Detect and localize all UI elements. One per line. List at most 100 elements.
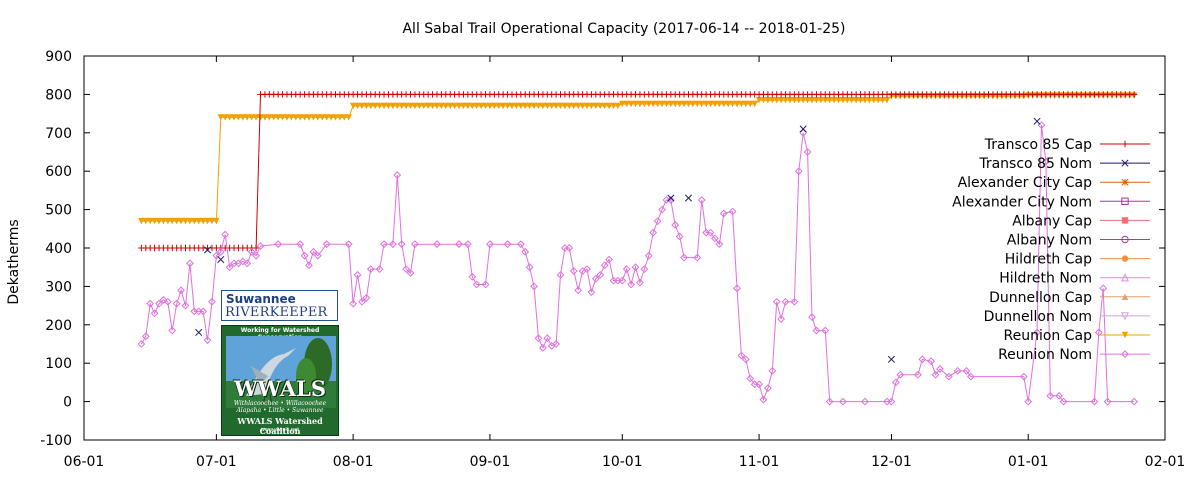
data-point (521, 247, 530, 256)
data-point (574, 286, 583, 295)
data-point (719, 209, 728, 218)
legend-marker (1121, 255, 1129, 262)
data-point (305, 114, 313, 121)
data-point (671, 221, 680, 229)
data-point (944, 372, 953, 381)
x-tick-label: 01-01 (1008, 454, 1049, 470)
data-point (221, 114, 229, 121)
y-tick-label: 700 (45, 126, 72, 142)
data-point (825, 397, 834, 406)
data-point (301, 114, 308, 121)
x-tick-label: 08-01 (333, 454, 374, 470)
data-point (791, 96, 798, 104)
data-point (760, 96, 767, 104)
y-tick-label: 0 (63, 395, 72, 411)
data-point (513, 102, 520, 110)
legend-marker (1121, 197, 1129, 206)
data-point (1099, 284, 1108, 293)
wwals-wordmark: WWALS (233, 376, 327, 401)
legend-label: Hildreth Cap (1005, 252, 1092, 268)
y-tick-label: 900 (45, 49, 72, 65)
legend-marker (1121, 159, 1129, 167)
series-line (141, 95, 1135, 222)
data-point (226, 114, 233, 121)
data-point (305, 261, 313, 270)
data-point (561, 102, 569, 110)
data-point (279, 114, 286, 121)
data-point (300, 251, 309, 260)
data-point (146, 217, 154, 225)
data-point (592, 102, 600, 110)
data-point (495, 102, 502, 110)
plot-area: -100 0 100 200 300 400 500 600 700 800 900 06-01 07-… (40, 49, 1185, 470)
legend-label: Transco 85 Nom (978, 156, 1092, 172)
data-point (367, 102, 374, 110)
data-point (838, 397, 847, 406)
data-point (729, 100, 736, 108)
data-point (173, 217, 180, 225)
data-point (477, 102, 485, 110)
data-point (163, 297, 172, 306)
series-transco-85-cap (138, 91, 1138, 252)
data-point (649, 100, 657, 108)
data-point (438, 102, 445, 110)
y-tick-label: -100 (40, 433, 72, 449)
data-point (914, 370, 922, 379)
data-point (203, 336, 212, 345)
data-point (538, 343, 547, 352)
data-point (363, 102, 370, 110)
legend-marker (1121, 293, 1129, 300)
data-point (720, 100, 727, 108)
data-point (931, 370, 940, 379)
data-point (482, 102, 489, 110)
data-point (552, 340, 561, 348)
legend-marker (1121, 178, 1129, 186)
data-point (883, 96, 891, 104)
data-point (385, 102, 392, 110)
wwals-logo: Working for Watershed Conservation WWALS… (221, 325, 339, 436)
data-point (875, 96, 882, 104)
series-line (140, 125, 1135, 403)
data-point (203, 246, 212, 254)
data-point (344, 240, 353, 249)
data-point (733, 100, 741, 108)
data-point (680, 253, 688, 262)
data-point (804, 96, 811, 104)
data-point (799, 125, 807, 133)
data-point (711, 234, 719, 243)
data-point (191, 217, 198, 225)
suwannee-text: Suwannee (226, 292, 296, 306)
data-point (336, 114, 344, 121)
data-point (822, 96, 829, 104)
data-point (292, 114, 299, 121)
data-point (548, 102, 555, 110)
wwals-rivers-line2: Alapaha • Little • Suwannee (236, 407, 324, 414)
data-point (610, 102, 617, 110)
legend-item: Dunnellon Nom (984, 309, 1150, 325)
data-point (751, 100, 758, 108)
series-reunion-nom (137, 121, 1139, 406)
data-point (1024, 397, 1033, 406)
x-tick-label: 09-01 (470, 454, 511, 470)
data-point (517, 102, 525, 110)
wwals-rivers-line1: Withlacoochee • Willacoochee (233, 400, 327, 407)
data-point (411, 240, 419, 249)
data-point (672, 100, 679, 108)
data-point (164, 217, 172, 225)
legend-marker (1121, 350, 1129, 359)
data-point (675, 232, 684, 241)
legend-marker (1120, 312, 1130, 321)
y-tick-label: 200 (45, 318, 72, 334)
data-point (808, 313, 816, 322)
data-point (309, 247, 318, 256)
data-point (769, 96, 776, 104)
data-point (799, 96, 807, 104)
data-point (314, 114, 322, 121)
data-point (552, 102, 560, 110)
legend-label: Reunion Nom (998, 347, 1092, 363)
data-point (887, 355, 895, 363)
legend-marker (1121, 331, 1129, 339)
legend-item: Reunion Cap (1004, 328, 1150, 344)
data-point (556, 270, 565, 279)
data-point (579, 102, 586, 110)
